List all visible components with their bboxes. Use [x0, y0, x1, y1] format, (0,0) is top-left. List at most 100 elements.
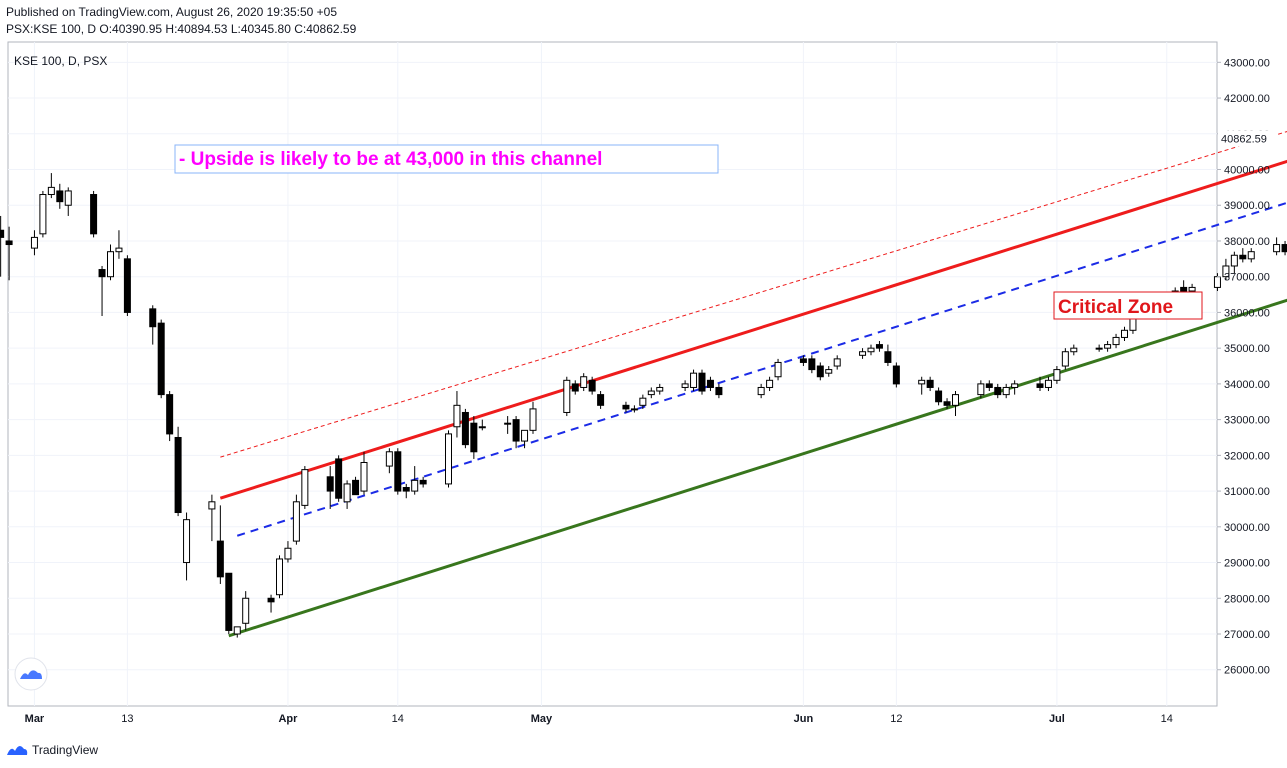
candle[interactable] [1281, 240, 1287, 256]
candle[interactable] [107, 244, 114, 281]
candle[interactable] [326, 466, 334, 509]
candle[interactable] [115, 230, 123, 259]
candle[interactable] [402, 483, 410, 499]
candle[interactable] [1121, 326, 1128, 342]
candle[interactable] [630, 405, 638, 413]
candle[interactable] [1070, 344, 1078, 356]
candle[interactable] [867, 344, 875, 356]
candle[interactable] [461, 408, 469, 449]
candle[interactable] [30, 230, 38, 256]
candle[interactable] [816, 362, 824, 381]
candle[interactable] [884, 344, 892, 367]
candle[interactable] [1011, 380, 1019, 395]
candle[interactable] [335, 455, 343, 502]
candle[interactable] [56, 183, 64, 209]
candle[interactable] [0, 215, 5, 277]
candle[interactable] [1002, 383, 1010, 399]
candle[interactable] [977, 380, 985, 399]
candle[interactable] [1112, 333, 1120, 349]
candle[interactable] [681, 380, 689, 392]
candle[interactable] [394, 448, 402, 495]
candle[interactable] [352, 476, 360, 496]
candle[interactable] [419, 476, 427, 488]
candle[interactable] [985, 380, 993, 392]
candle[interactable] [647, 387, 655, 399]
candle[interactable] [174, 426, 182, 517]
candle[interactable] [90, 190, 98, 238]
candle[interactable] [1095, 344, 1103, 352]
candle[interactable] [622, 401, 630, 413]
candle[interactable] [766, 376, 774, 392]
candle[interactable] [588, 376, 596, 395]
candle[interactable] [284, 541, 292, 563]
candle[interactable] [1053, 366, 1061, 384]
trendline-lower-channel[interactable] [228, 199, 1287, 638]
candle[interactable] [918, 376, 926, 395]
candle[interactable] [521, 429, 529, 449]
candle[interactable] [445, 430, 452, 488]
candle[interactable] [292, 494, 300, 545]
upside-annotation-box[interactable] [174, 144, 719, 174]
candle[interactable] [411, 466, 419, 495]
candle[interactable] [216, 505, 224, 584]
candle[interactable] [98, 265, 106, 317]
candle[interactable] [1273, 237, 1281, 256]
candle[interactable] [690, 369, 698, 392]
candle[interactable] [123, 255, 131, 317]
candle[interactable] [926, 376, 934, 392]
candle[interactable] [892, 362, 900, 388]
candle[interactable] [529, 401, 537, 434]
candle[interactable] [453, 391, 461, 438]
candle[interactable] [1036, 376, 1044, 392]
candle[interactable] [698, 369, 706, 395]
candle[interactable] [757, 383, 765, 399]
candle[interactable] [512, 416, 520, 449]
candle[interactable] [360, 451, 368, 495]
candle[interactable] [597, 391, 605, 409]
candle[interactable] [859, 348, 867, 359]
critical-zone-box[interactable] [1053, 291, 1203, 320]
candle[interactable] [1230, 251, 1238, 274]
candle[interactable] [706, 376, 714, 392]
candle[interactable] [571, 380, 579, 395]
candle[interactable] [1239, 248, 1247, 263]
candle[interactable] [1247, 248, 1255, 263]
candle[interactable] [580, 373, 588, 392]
candle[interactable] [208, 494, 216, 542]
candle[interactable] [1061, 348, 1069, 370]
candle[interactable] [799, 355, 807, 367]
candle[interactable] [1222, 258, 1230, 281]
candle[interactable] [343, 480, 351, 509]
candle[interactable] [943, 398, 951, 409]
candle[interactable] [656, 383, 664, 395]
candle[interactable] [715, 383, 723, 399]
candle[interactable] [774, 358, 782, 381]
candle[interactable] [267, 594, 275, 613]
candle[interactable] [1104, 341, 1112, 352]
candle[interactable] [233, 626, 241, 638]
candle[interactable] [166, 391, 174, 442]
candle[interactable] [639, 394, 647, 409]
candle[interactable] [833, 355, 841, 370]
candle[interactable] [1044, 376, 1052, 392]
candle[interactable] [385, 448, 393, 474]
trendline-upper-channel[interactable] [219, 63, 1287, 500]
candle[interactable] [825, 366, 833, 377]
candle[interactable] [225, 572, 233, 634]
candle[interactable] [64, 187, 72, 216]
candle[interactable] [47, 173, 55, 199]
candle[interactable] [563, 376, 571, 417]
candle[interactable] [276, 555, 283, 599]
candle[interactable] [183, 512, 191, 581]
candle[interactable] [5, 226, 13, 281]
candle[interactable] [994, 383, 1002, 399]
candle[interactable] [149, 305, 157, 345]
candle[interactable] [39, 190, 47, 238]
candle[interactable] [952, 391, 959, 417]
candle[interactable] [875, 341, 883, 352]
candle[interactable] [301, 466, 309, 509]
trendline-mid-channel[interactable] [236, 102, 1287, 537]
candle[interactable] [470, 416, 478, 459]
candle[interactable] [478, 419, 486, 431]
